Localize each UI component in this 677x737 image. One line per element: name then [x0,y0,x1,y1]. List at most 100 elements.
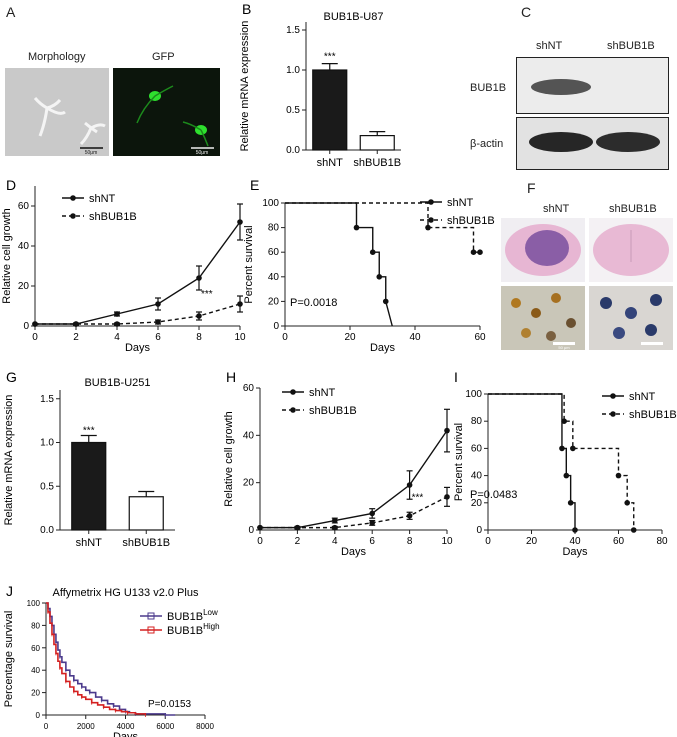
data-point [290,407,296,413]
x-tick-label: 6 [155,332,161,343]
series-line [285,202,480,253]
panel-letter: J [6,583,13,599]
histo-col-shnt: shNT [543,203,570,215]
x-tick-label: 10 [441,536,453,547]
y-axis-label: Relative cell growth [1,208,13,303]
x-tick-label: 0 [257,536,263,547]
chart-title: BUB1B-U87 [324,11,384,23]
y-tick-label: 0 [248,525,254,536]
x-tick-label: 8000 [196,722,214,731]
y-tick-label: 100 [465,389,482,400]
x-tick-label: 6000 [156,722,174,731]
panel-letter: H [226,369,236,385]
y-tick-label: 100 [27,599,41,608]
scale-bar-label-a1: 50μm [85,150,98,156]
data-point [196,275,202,281]
bar [128,496,164,531]
data-point [332,517,338,524]
chart-d: 0 20 40 60 0 2 4 6 8 10 Days Relative cell growth Ds… [1,177,246,354]
panel-letter: D [6,177,16,193]
legend-label: shNT [309,387,336,399]
data-point [196,313,202,319]
y-tick-label: 80 [31,621,40,630]
legend-marker [147,612,155,620]
y-tick-label: 60 [471,443,483,454]
x-tick-label: 60 [474,332,486,343]
x-tick-label: 80 [656,536,668,547]
y-tick-label: 1.5 [40,394,54,405]
data-point [406,482,413,488]
chart-h: 0 20 40 60 0 2 4 6 8 10 Days Relative cell growth Hs… [223,369,453,558]
x-tick-label: 0 [485,536,491,547]
data-point [237,219,243,225]
chart-g: 0.0 0.5 1.0 1.5 Relative mRNA expression BUB1… [3,369,175,549]
y-tick-label: 60 [31,644,40,653]
series-line [285,202,393,327]
chart-b: 0.0 0.5 1.0 1.5 Relative mRNA expression BUB1… [239,1,401,169]
blot-col-shbub1b: shBUB1B [607,40,655,52]
chart-i: 0 20 40 60 80 100 0 20 40 60 80 Days Percent surviva… [453,369,677,558]
x-tick-label: 0 [32,332,38,343]
y-tick-label: 0 [23,321,29,332]
morphology-image: 50μm [5,68,109,156]
legend-label: shBUB1B [309,405,357,417]
data-point [630,527,637,533]
x-tick-label: 0 [44,722,49,731]
x-tick-label: shBUB1B [122,537,170,549]
data-point [567,500,574,506]
chart-title: BUB1B-U251 [84,377,150,389]
significance-label: *** [201,289,213,300]
p-value-label: P=0.0018 [290,297,337,309]
y-axis-label: Percentage survival [3,611,15,708]
data-point [563,472,570,479]
y-axis-label: Percent survival [453,423,465,501]
data-point [444,494,450,500]
x-tick-label: 2 [73,332,79,343]
scale-bar-label-a2: 50μm [196,150,209,156]
blot-actin [516,117,669,170]
x-tick-label: 40 [569,536,581,547]
panel-letter-a: A [6,4,16,20]
data-point [425,224,431,231]
y-tick-label: 20 [268,296,280,307]
x-tick-label: 6 [369,536,375,547]
y-tick-label: 20 [18,281,30,292]
data-point [477,249,483,255]
chart-title: Affymetrix HG U133 v2.0 Plus [53,587,199,599]
bar [71,441,107,531]
series-line [488,393,635,530]
y-tick-label: 1.0 [286,65,300,76]
y-axis-label: Relative mRNA expression [3,395,15,526]
x-tick-label: shNT [76,537,103,549]
legend-label-sup: High [203,622,219,631]
data-point [570,445,576,452]
y-tick-label: 0.0 [40,525,54,536]
data-point [369,249,376,255]
gfp-image: 50μm [113,68,220,156]
blot-col-shnt: shNT [536,40,563,52]
data-point [353,224,360,231]
histology-images: 50 μm [501,218,673,350]
data-point [70,195,76,201]
data-point [382,298,389,305]
data-point [155,301,161,307]
data-point [155,319,161,325]
y-tick-label: 40 [31,666,40,675]
y-tick-label: 40 [268,272,280,283]
chart-e: 0 20 40 60 80 100 0 20 40 60 Days Percent survival E… [243,177,495,354]
panel-letter: I [454,369,458,385]
survival-curve [46,602,147,715]
x-tick-label: 2000 [77,722,95,731]
y-axis-label: Relative cell growth [223,411,235,506]
legend-label: shBUB1B [447,215,495,227]
x-axis-label: Days [341,546,367,558]
legend-label: shNT [447,197,474,209]
x-tick-label: 8 [407,536,413,547]
panel-letter-f: F [527,180,536,196]
data-point [559,445,565,452]
morphology-label: Morphology [28,51,86,63]
blot-bub1b [516,57,669,114]
significance-label: *** [412,492,424,503]
blot-row-bub1b: BUB1B [470,82,507,94]
data-point [114,311,120,317]
